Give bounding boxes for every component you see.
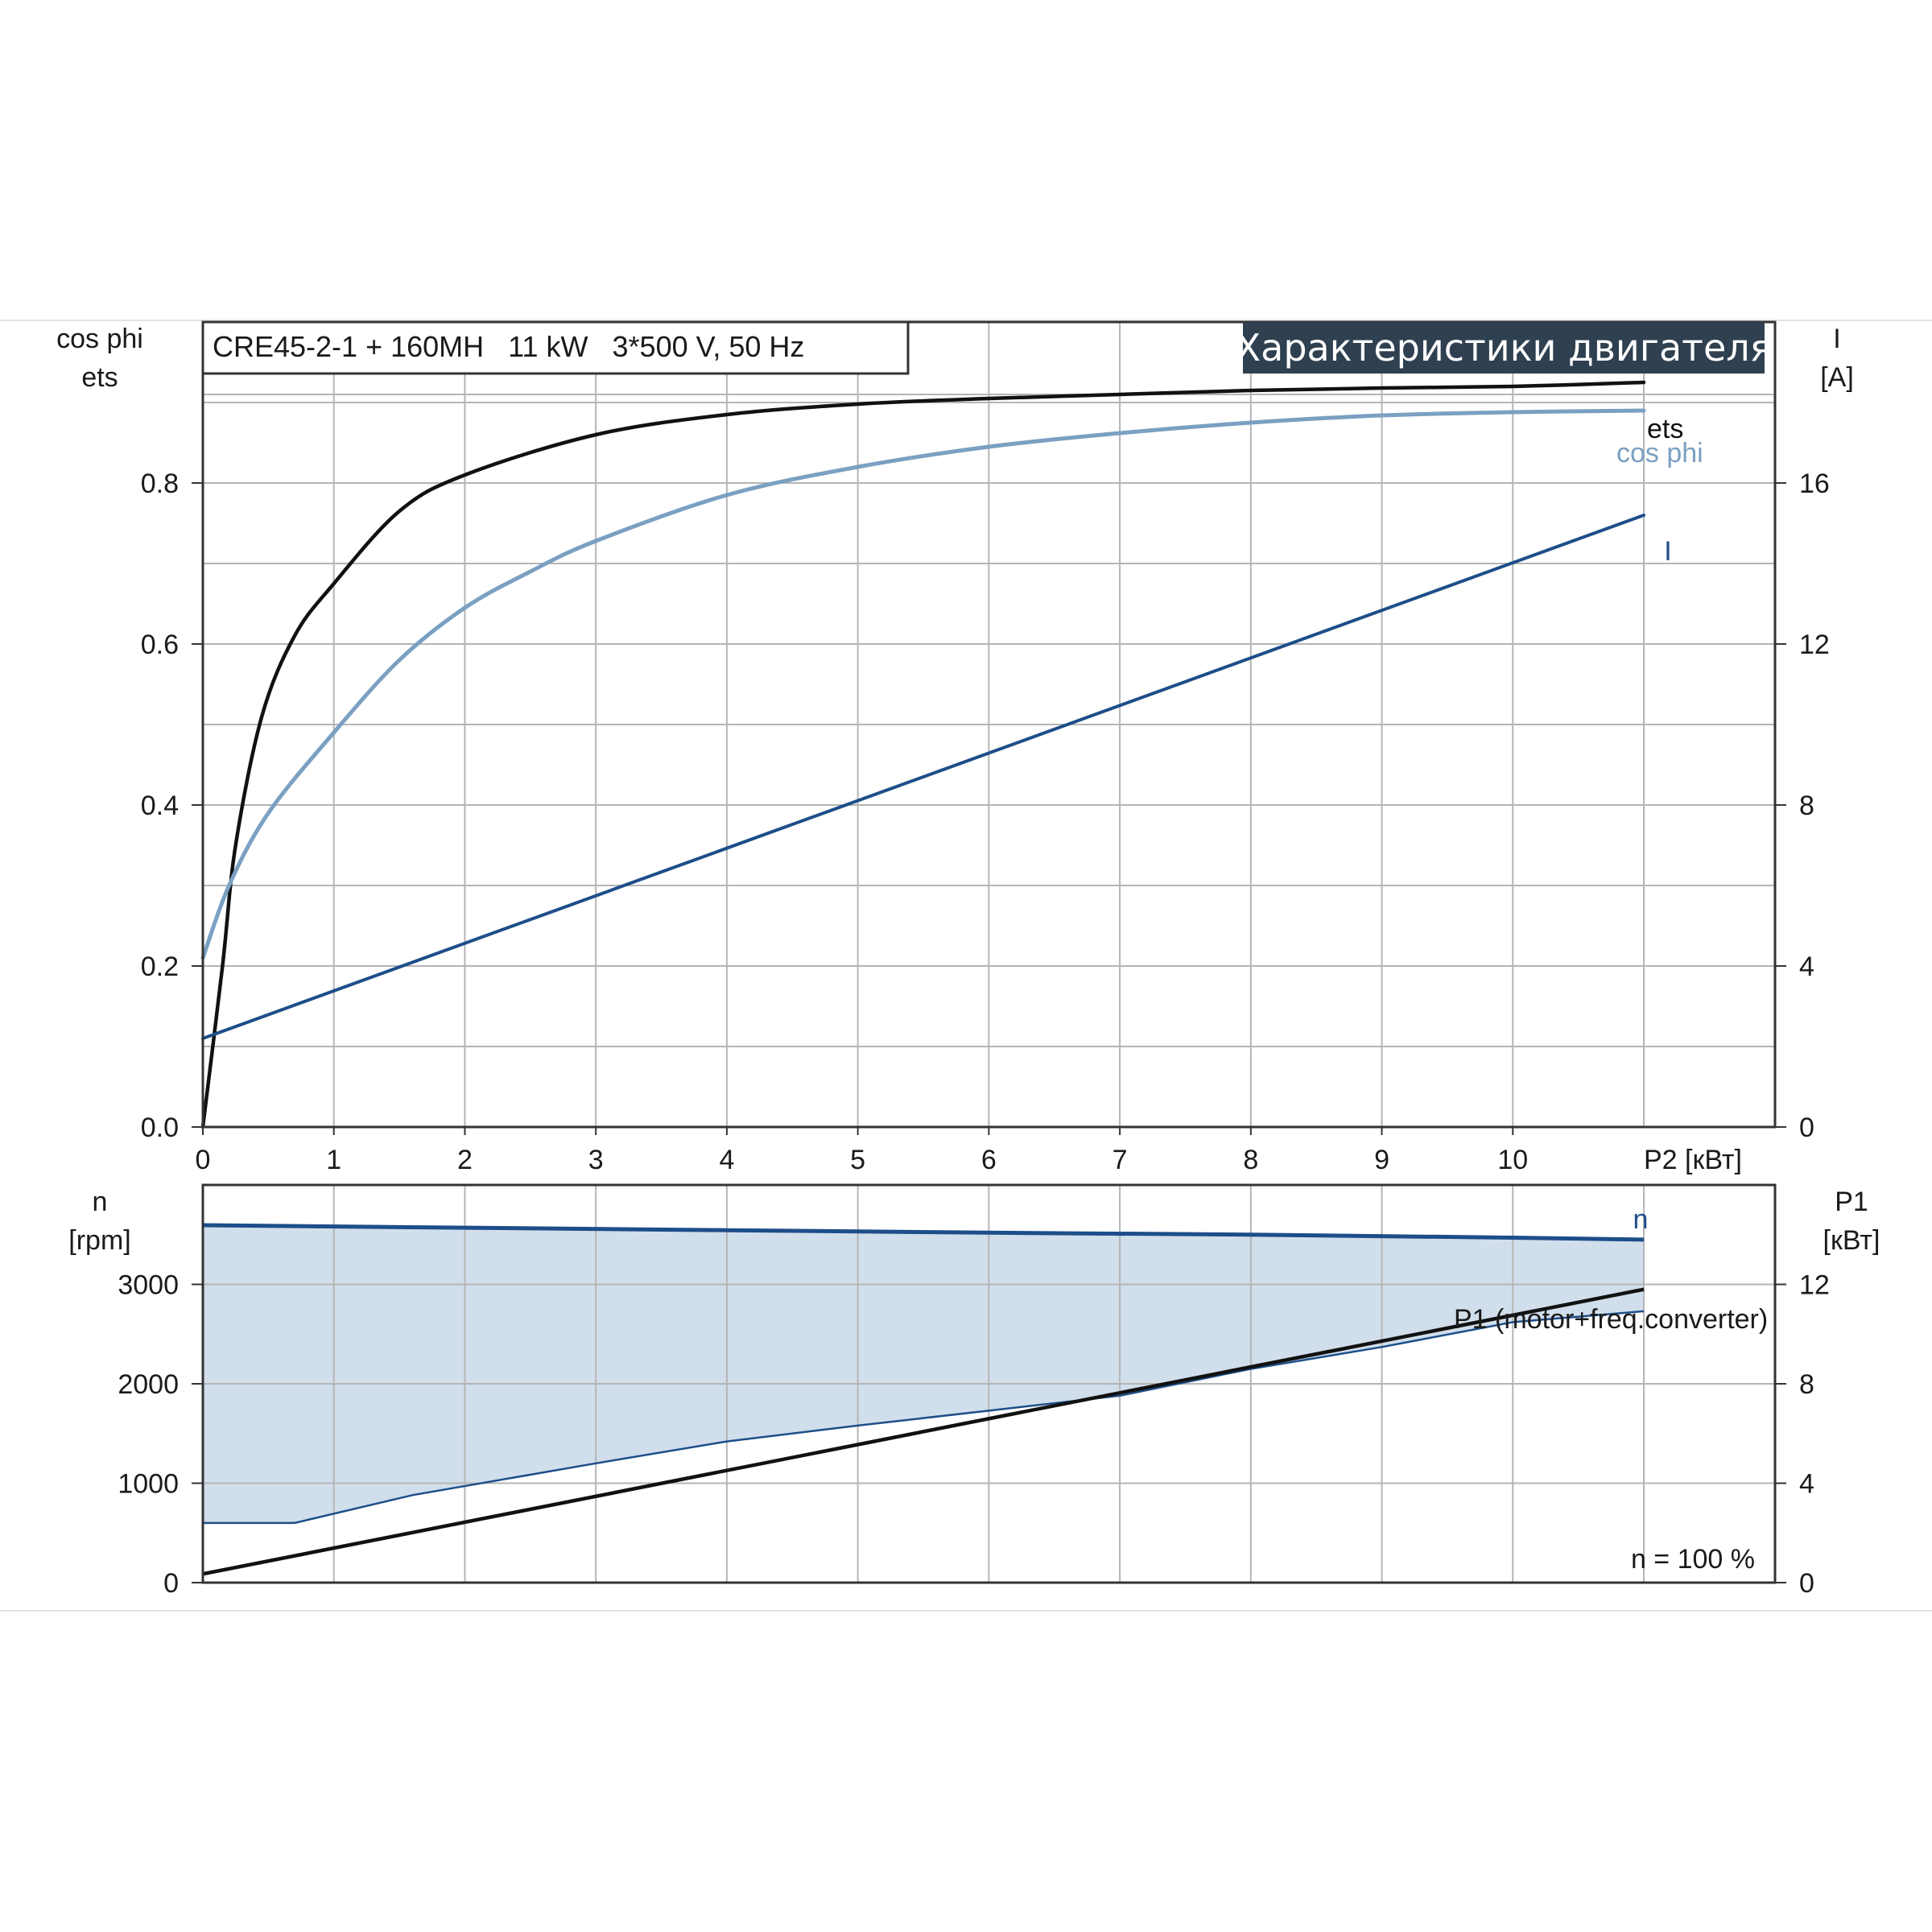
p1-curve-label: P1 (motor+freq.converter) [1454, 1304, 1768, 1335]
bottom-right-axis-title-line1: P1 [1835, 1187, 1868, 1217]
top-right-axis-title-line2: [A] [1820, 362, 1854, 393]
x-tick-label: 1 [326, 1145, 341, 1175]
top-right-axis-title-line1: I [1833, 324, 1840, 354]
bottom-left-tick-label: 2000 [118, 1369, 179, 1400]
cos-phi-curve-label: cos phi [1616, 438, 1703, 469]
speed-annotation: n = 100 % [1631, 1544, 1755, 1575]
x-tick-label: 6 [981, 1145, 997, 1175]
speed-curve [202, 1223, 1645, 1242]
x-tick-label: 5 [850, 1145, 865, 1175]
top-left-axis-title-line2: ets [81, 362, 118, 393]
x-tick-label: 2 [457, 1145, 473, 1175]
right-tick-label: 16 [1799, 469, 1830, 499]
right-tick-label: 4 [1799, 952, 1814, 982]
right-tick-label: 12 [1799, 630, 1830, 660]
p1-curve [202, 1287, 1645, 1576]
cos-phi-curve [200, 408, 1646, 960]
bottom-panel-ticks: 0 1000 2000 3000 0 4 8 12 [118, 1270, 1829, 1600]
top-left-axis-title-line1: cos phi [56, 324, 143, 354]
bottom-left-tick-label: 3000 [118, 1270, 179, 1301]
current-curve [201, 514, 1645, 1040]
x-tick-label: 0 [196, 1145, 211, 1175]
bottom-left-tick-label: 0 [163, 1568, 179, 1599]
bottom-right-tick-label: 8 [1799, 1369, 1814, 1400]
chart-title: Характеристики двигателя [1236, 326, 1773, 369]
left-tick-label: 0.4 [141, 791, 179, 821]
bottom-panel-speed-range [203, 1225, 1644, 1523]
left-tick-label: 0.6 [141, 630, 179, 660]
bottom-left-axis-title-line2: [rpm] [68, 1225, 130, 1256]
speed-curve-label: n [1633, 1204, 1649, 1235]
current-curve-label: I [1664, 536, 1671, 567]
x-tick-label: 4 [719, 1145, 734, 1175]
x-axis-title: P2 [кВт] [1644, 1145, 1742, 1175]
eta-curve [200, 380, 1646, 1129]
chart-title-banner [1243, 322, 1765, 374]
bottom-right-tick-label: 0 [1799, 1568, 1814, 1599]
speed-range-area [203, 1225, 1644, 1523]
bottom-left-axis-title-line1: n [93, 1187, 108, 1217]
x-tick-label: 9 [1374, 1145, 1389, 1175]
bottom-right-tick-label: 4 [1799, 1469, 1814, 1500]
model-label-box [201, 320, 910, 375]
top-panel-grid [203, 321, 1775, 1127]
left-tick-label: 0.0 [141, 1113, 179, 1143]
bottom-panel-series [202, 1223, 1645, 1576]
speed-range-lower-bound [203, 1310, 1645, 1525]
x-tick-label: 10 [1497, 1145, 1528, 1175]
left-tick-label: 0.8 [141, 469, 179, 499]
x-tick-label: 7 [1113, 1145, 1128, 1175]
right-tick-label: 8 [1799, 791, 1814, 821]
left-tick-label: 0.2 [141, 952, 179, 982]
model-label: CRE45-2-1 + 160MH 11 kW 3*500 V, 50 Hz [213, 330, 804, 363]
bottom-series-labels: n P1 (motor+freq.converter) [1454, 1204, 1768, 1335]
x-tick-label: 8 [1243, 1145, 1258, 1175]
x-tick-label: 3 [588, 1145, 604, 1175]
eta-curve-label: ets [1647, 414, 1683, 444]
bottom-panel-grid [203, 1185, 1775, 1583]
bottom-right-axis-title-line2: [кВт] [1823, 1225, 1880, 1256]
bottom-left-tick-label: 1000 [118, 1469, 179, 1500]
bottom-panel: 0 1000 2000 3000 0 4 8 12 n P1 (motor+freq.conve… [68, 1183, 1880, 1600]
bottom-right-tick-label: 12 [1799, 1270, 1830, 1301]
top-panel-series [200, 380, 1646, 1129]
right-tick-label: 0 [1799, 1113, 1814, 1143]
